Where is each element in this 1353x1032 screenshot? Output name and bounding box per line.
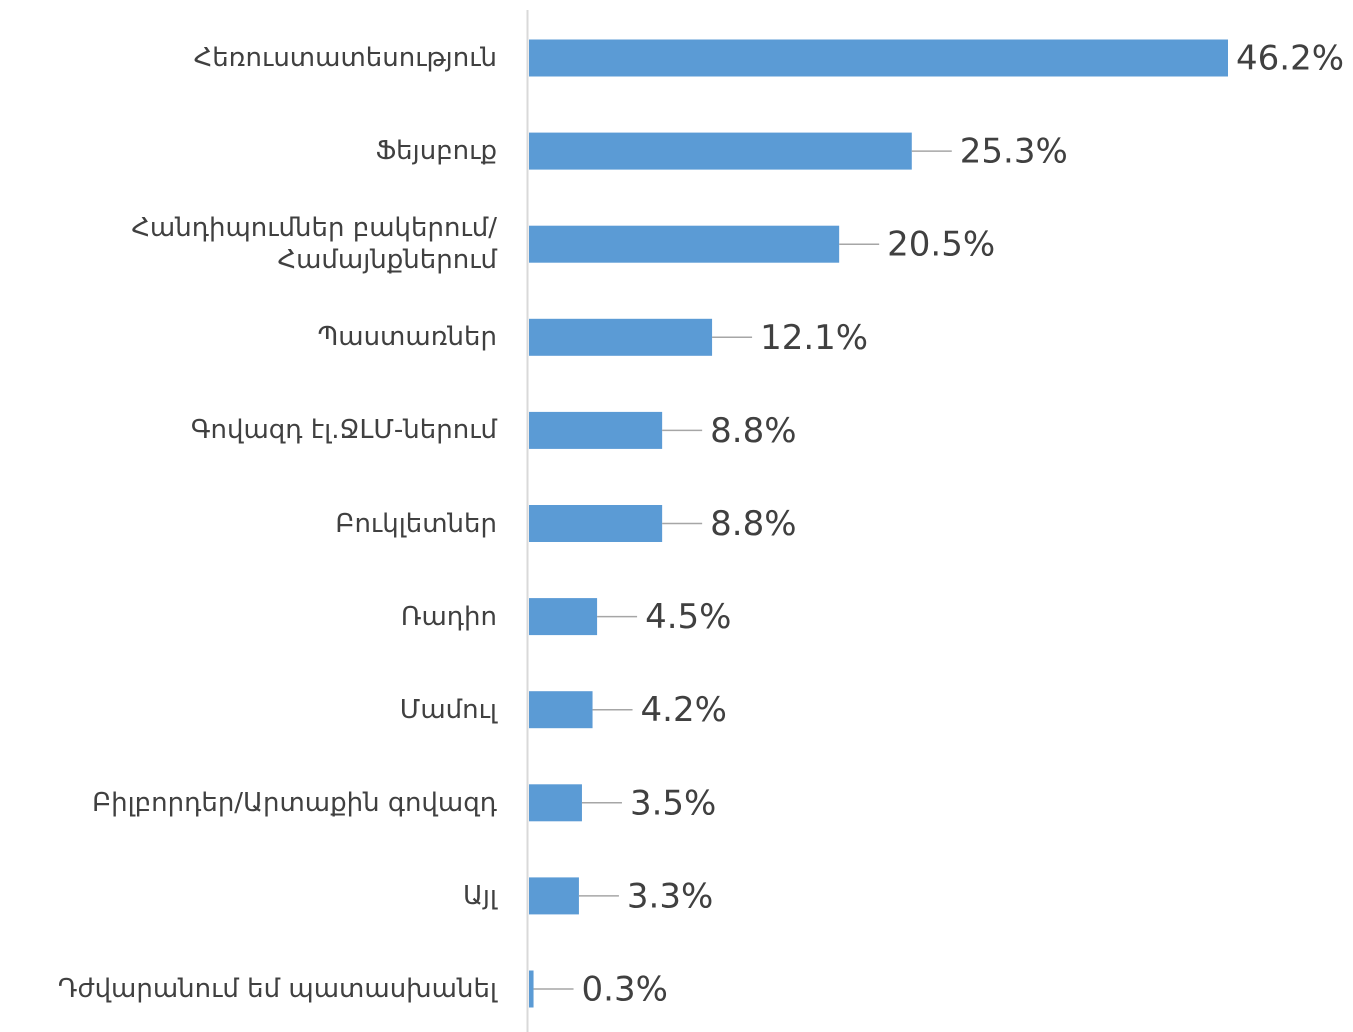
value-label: 46.2%	[1236, 39, 1344, 79]
category-label: Այլ	[462, 880, 497, 911]
bar	[529, 225, 840, 263]
bar	[529, 132, 912, 170]
value-label: 3.3%	[627, 876, 713, 916]
value-label: 8.8%	[710, 411, 796, 451]
category-label: Պաստառներ	[317, 322, 497, 353]
bar	[529, 598, 598, 636]
category-label: Հեռուստատեսություն	[193, 43, 497, 73]
bar	[529, 691, 593, 729]
value-label: 4.2%	[641, 690, 727, 730]
bar	[529, 318, 713, 356]
category-label: Ռադիո	[400, 601, 497, 632]
value-label: 20.5%	[887, 225, 995, 265]
bar	[529, 505, 663, 542]
bar	[529, 877, 579, 915]
category-label: Բուկլետներ	[335, 508, 497, 539]
value-label: 4.5%	[645, 597, 731, 637]
category-label: Գովազդ էլ.ՋԼՄ-ներում	[190, 415, 497, 446]
category-label: Դժվարանում եմ պատասխանել	[57, 974, 497, 1004]
bar	[529, 784, 582, 822]
value-label: 0.3%	[582, 970, 668, 1010]
bar	[529, 970, 534, 1008]
value-label: 3.5%	[630, 783, 716, 823]
value-label: 25.3%	[960, 132, 1068, 172]
category-label: Բիլբորդեր/Արտաքին գովազդ	[92, 787, 497, 818]
value-label: 8.8%	[710, 504, 796, 544]
bar	[529, 39, 1228, 77]
value-label: 12.1%	[760, 318, 868, 358]
bar	[529, 411, 663, 449]
category-label: Հանդիպումներ բակերում/Համայնքներում	[131, 213, 497, 276]
category-label: Մամուլ	[399, 694, 497, 725]
category-label: Ֆեյսբուք	[375, 136, 497, 167]
